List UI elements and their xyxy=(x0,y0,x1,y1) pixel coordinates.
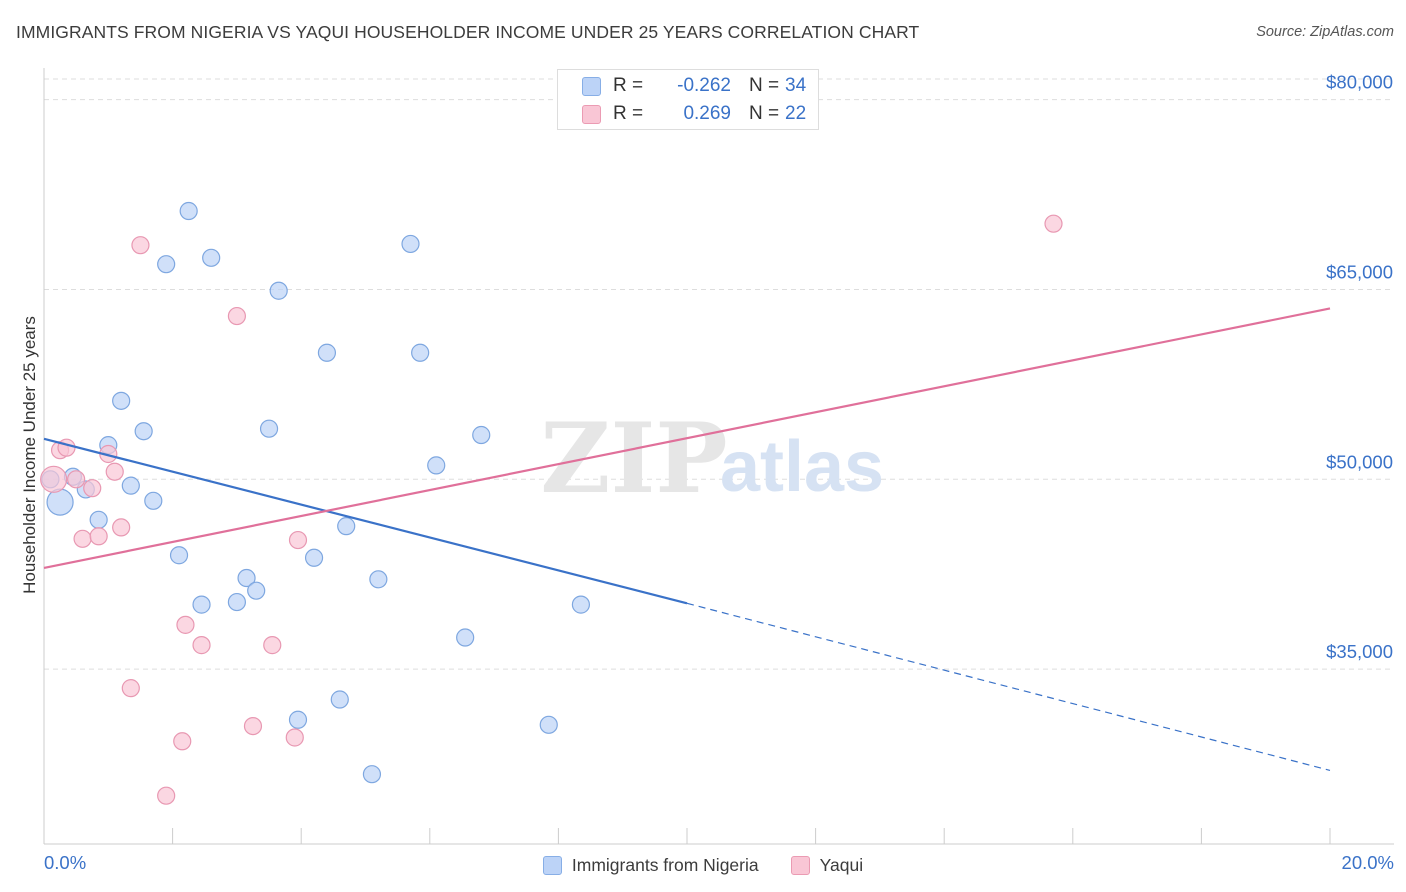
yaqui-point xyxy=(131,236,150,255)
nigeria-point xyxy=(121,476,140,495)
nigeria-point xyxy=(227,592,246,612)
yaqui-point xyxy=(112,518,131,537)
r-label: R = xyxy=(613,75,644,96)
stats-row-yaqui: R = 0.269 N = 22 xyxy=(582,101,806,127)
stats-row-nigeria: R = -0.262 N = 34 xyxy=(582,73,806,99)
yaqui-point xyxy=(176,615,195,634)
yaqui-point xyxy=(192,636,211,655)
r-label: R = xyxy=(613,103,644,124)
nigeria-point xyxy=(269,281,288,300)
nigeria-point xyxy=(411,343,430,362)
n-value: 34 xyxy=(785,75,807,96)
y-tick-label: $35,000 xyxy=(1326,641,1393,662)
nigeria-point xyxy=(472,425,491,445)
legend-label-nigeria: Immigrants from Nigeria xyxy=(571,854,759,875)
y-tick-label: $50,000 xyxy=(1326,451,1393,472)
nigeria-point xyxy=(169,546,189,565)
nigeria-point xyxy=(337,517,356,536)
nigeria-point xyxy=(112,391,131,410)
nigeria-point xyxy=(539,715,558,734)
nigeria-point xyxy=(362,765,382,784)
nigeria-point xyxy=(401,234,420,254)
yaqui-point xyxy=(227,306,246,326)
yaqui-point xyxy=(73,529,92,548)
nigeria-point xyxy=(369,570,388,589)
chart-title: IMMIGRANTS FROM NIGERIA VS YAQUI HOUSEHO… xyxy=(16,22,920,42)
nigeria-point xyxy=(427,456,446,475)
yaqui-point xyxy=(67,470,86,489)
yaqui-point xyxy=(288,530,308,550)
nigeria-point xyxy=(179,201,198,221)
yaqui-point xyxy=(173,732,192,751)
yaqui-swatch xyxy=(582,104,601,124)
watermark-zip: ZIP xyxy=(540,402,727,515)
yaqui-point xyxy=(83,479,102,498)
watermark-atlas: atlas xyxy=(720,427,884,507)
yaqui-swatch xyxy=(790,855,810,875)
r-value: -0.262 xyxy=(677,75,731,96)
stats-legend: R = -0.262 N = 34 R = 0.269 N = 22 xyxy=(557,69,819,130)
nigeria-swatch xyxy=(582,76,601,96)
legend-item-yaqui[interactable]: Yaqui xyxy=(790,854,864,876)
y-tick-label: $80,000 xyxy=(1326,72,1393,93)
nigeria-trend-line xyxy=(43,437,688,605)
nigeria-point xyxy=(288,710,308,729)
n-label: N = xyxy=(749,103,780,124)
x-tick-label: 20.0% xyxy=(1342,852,1394,873)
x-tick-label: 0.0% xyxy=(44,852,86,873)
nigeria-point xyxy=(259,419,279,438)
yaqui-point xyxy=(105,462,124,481)
n-value: 22 xyxy=(785,103,807,124)
r-value: 0.269 xyxy=(683,103,731,124)
nigeria-point xyxy=(237,568,256,588)
yaqui-point xyxy=(263,636,282,655)
source-label: Source: ZipAtlas.com xyxy=(1256,24,1394,40)
series-legend: Immigrants from Nigeria Yaqui xyxy=(0,851,1406,879)
nigeria-point xyxy=(134,422,153,441)
y-tick-label: $65,000 xyxy=(1326,261,1393,282)
nigeria-point xyxy=(304,548,324,567)
yaqui-point xyxy=(157,786,176,805)
yaqui-point xyxy=(40,465,68,493)
n-label: N = xyxy=(749,75,780,96)
nigeria-point xyxy=(317,343,337,362)
nigeria-point xyxy=(157,255,176,274)
yaqui-point xyxy=(285,728,304,747)
legend-item-nigeria[interactable]: Immigrants from Nigeria xyxy=(542,854,759,876)
nigeria-point xyxy=(202,248,221,267)
nigeria-point xyxy=(192,595,211,614)
yaqui-point xyxy=(89,527,108,546)
yaqui-trend-line xyxy=(43,307,1331,569)
yaqui-point xyxy=(1044,214,1063,233)
nigeria-point xyxy=(456,628,475,647)
nigeria-point xyxy=(144,491,163,510)
legend-label-yaqui: Yaqui xyxy=(819,854,864,875)
nigeria-point xyxy=(89,510,108,529)
nigeria-point xyxy=(46,488,74,516)
nigeria-point xyxy=(571,595,591,614)
y-axis-label: Householder Income Under 25 years xyxy=(20,316,39,594)
nigeria-point xyxy=(247,581,266,600)
yaqui-point xyxy=(121,679,140,698)
nigeria-swatch xyxy=(542,855,562,875)
yaqui-point xyxy=(57,438,76,457)
yaqui-point xyxy=(243,716,263,736)
nigeria-point xyxy=(330,690,349,709)
nigeria-trend-extension xyxy=(686,602,1331,771)
